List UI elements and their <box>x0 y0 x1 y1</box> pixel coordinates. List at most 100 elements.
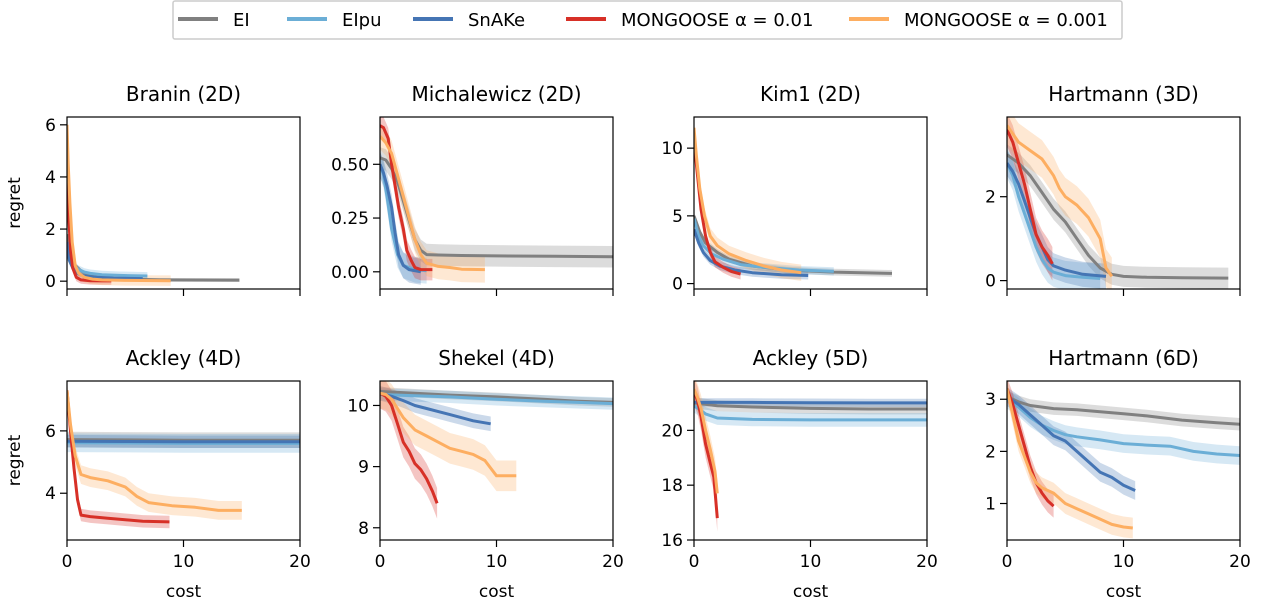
series-line <box>67 439 300 444</box>
y-tick-label: 6 <box>45 116 56 136</box>
subplot-title: Branin (2D) <box>126 82 241 106</box>
x-tick-label: 10 <box>800 552 822 572</box>
subplot-title: Ackley (4D) <box>126 346 242 370</box>
legend-label: MONGOOSE α = 0.01 <box>621 10 813 31</box>
subplot-title: Ackley (5D) <box>753 346 869 370</box>
y-tick-label: 20 <box>661 421 683 441</box>
legend-label: EIpu <box>342 10 382 31</box>
series-line <box>694 401 927 411</box>
confidence-band <box>1007 387 1136 500</box>
legend-item: EIpu <box>287 10 382 31</box>
series-line <box>694 218 834 273</box>
y-tick-label: 2 <box>985 442 996 462</box>
x-tick-label: 0 <box>1002 552 1013 572</box>
confidence-band <box>67 119 171 286</box>
series-line <box>694 127 802 275</box>
subplot: Michalewicz (2D) 0.00 0.25 0.50 <box>331 82 614 296</box>
legend-label: MONGOOSE α = 0.001 <box>904 10 1108 31</box>
subplot: Shekel (4D) 0 10 20 8 9 10 cost <box>347 346 623 602</box>
plot-area <box>694 119 893 281</box>
series-line <box>67 124 171 283</box>
x-tick-label: 20 <box>289 552 311 572</box>
plot-area <box>67 119 240 286</box>
legend-item: SnAKe <box>413 10 525 31</box>
subplot-title: Shekel (4D) <box>438 346 555 370</box>
series-line <box>1007 395 1136 492</box>
axes-frame <box>66 116 301 290</box>
confidence-band <box>67 381 242 520</box>
series-line <box>380 163 422 274</box>
series-line <box>380 124 433 272</box>
plot-area <box>380 117 613 285</box>
subplot: Hartmann (6D) 0 10 20 1 2 3 cost <box>985 346 1251 602</box>
y-tick-label: 10 <box>661 139 683 159</box>
y-tick-label: 0 <box>985 272 996 292</box>
x-tick-label: 10 <box>1113 552 1135 572</box>
y-tick-label: 18 <box>661 476 683 496</box>
series-line <box>67 176 112 283</box>
subplot: Ackley (5D) 0 10 20 16 18 20 cost <box>661 346 937 602</box>
legend-item: MONGOOSE α = 0.001 <box>849 10 1108 31</box>
y-tick-label: 0 <box>672 275 683 295</box>
series-line <box>1007 388 1055 508</box>
y-tick-label: 5 <box>672 207 683 227</box>
subplot-title: Hartmann (6D) <box>1048 346 1199 370</box>
y-tick-label: 3 <box>985 390 996 410</box>
confidence-band <box>1007 389 1240 465</box>
y-tick-label: 0 <box>45 272 56 292</box>
confidence-band <box>1007 381 1054 518</box>
legend-label: EI <box>233 10 250 31</box>
x-tick-label: 20 <box>916 552 938 572</box>
series-line <box>67 390 170 524</box>
legend: EI EIpu SnAKe MONGOOSE α = 0.01 MONGOOSE α =… <box>172 0 1123 40</box>
y-tick-label: 16 <box>661 531 683 551</box>
x-axis-label: cost <box>793 582 829 602</box>
legend-item: EI <box>178 10 250 31</box>
y-axis-label: regret <box>5 177 25 229</box>
confidence-band <box>1007 117 1112 289</box>
x-tick-label: 20 <box>1229 552 1251 572</box>
y-tick-label: 4 <box>45 484 56 504</box>
x-tick-label: 20 <box>602 552 624 572</box>
confidence-band <box>380 385 491 432</box>
y-tick-label: 6 <box>45 422 56 442</box>
plot-area <box>694 381 927 532</box>
x-tick-label: 0 <box>689 552 700 572</box>
y-axis-label: regret <box>5 434 25 486</box>
y-tick-label: 4 <box>45 168 56 188</box>
y-tick-label: 2 <box>45 220 56 240</box>
subplot-title: Michalewicz (2D) <box>411 82 581 106</box>
series-line <box>1007 397 1240 457</box>
series-line <box>694 404 927 422</box>
x-tick-label: 0 <box>375 552 386 572</box>
x-axis-label: cost <box>1106 582 1142 602</box>
series-line <box>1007 124 1114 278</box>
y-tick-label: 9 <box>358 458 369 478</box>
subplot-grid: Branin (2D) 0 2 4 6 regret Michalewicz (2D) 0.0… <box>5 82 1251 602</box>
subplot: Hartmann (3D) 0 2 <box>985 82 1241 296</box>
subplot: Branin (2D) 0 2 4 6 regret <box>5 82 301 296</box>
confidence-band <box>1007 144 1229 289</box>
series-line <box>380 393 613 406</box>
subplot-title: Kim1 (2D) <box>760 82 861 106</box>
y-tick-label: 2 <box>985 188 996 208</box>
series-line <box>694 388 719 494</box>
y-tick-label: 1 <box>985 495 996 515</box>
confidence-band <box>694 381 718 532</box>
legend-frame <box>172 0 1123 40</box>
confidence-band <box>67 240 148 280</box>
series-line <box>380 391 491 426</box>
confidence-band <box>380 381 517 492</box>
series-line <box>1007 395 1240 426</box>
subplot: Kim1 (2D) 0 5 10 <box>661 82 928 296</box>
y-tick-label: 0.50 <box>331 155 369 175</box>
series-line <box>694 400 927 405</box>
subplot: Ackley (4D) 0 10 20 4 6 cost regret <box>5 346 311 602</box>
series-line <box>1007 153 1229 280</box>
x-axis-label: cost <box>479 582 515 602</box>
x-tick-label: 0 <box>62 552 73 572</box>
confidence-band <box>694 119 802 281</box>
legend-label: SnAKe <box>468 10 525 31</box>
series-line <box>67 390 242 512</box>
